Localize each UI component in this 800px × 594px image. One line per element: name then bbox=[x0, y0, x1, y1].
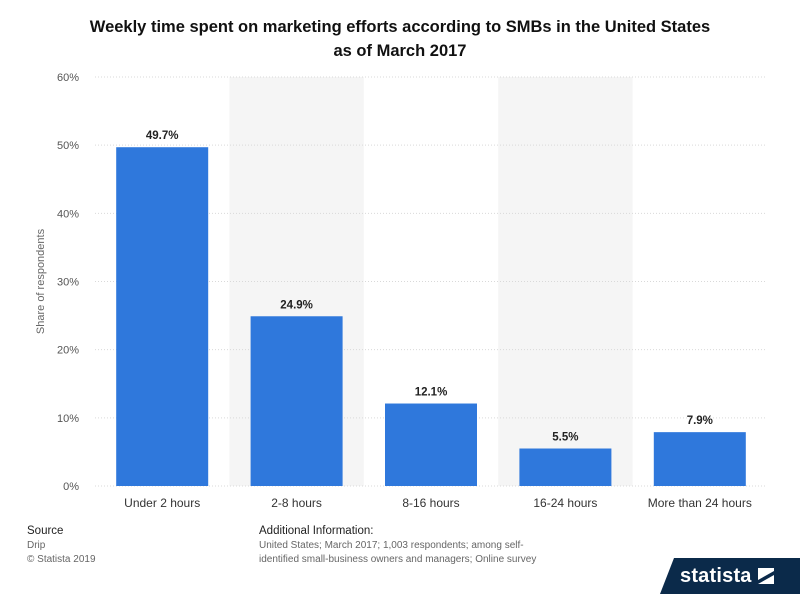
bar bbox=[654, 432, 746, 486]
x-tick-label: Under 2 hours bbox=[124, 496, 200, 510]
x-tick-label: More than 24 hours bbox=[648, 496, 752, 510]
bar-value-label: 12.1% bbox=[415, 387, 448, 399]
copyright-text: © Statista 2019 bbox=[27, 553, 96, 567]
brand-name: statista bbox=[680, 565, 752, 588]
y-tick-label: 50% bbox=[57, 140, 79, 152]
statista-logo-icon bbox=[758, 568, 774, 584]
y-tick-label: 30% bbox=[57, 277, 79, 289]
bar-value-label: 7.9% bbox=[687, 415, 713, 427]
bar bbox=[385, 404, 477, 486]
y-tick-label: 10% bbox=[57, 413, 79, 425]
source-name[interactable]: Drip bbox=[27, 539, 96, 553]
x-tick-label: 2-8 hours bbox=[271, 496, 322, 510]
additional-info-block: Additional Information: United States; M… bbox=[259, 524, 559, 567]
bar bbox=[116, 147, 208, 486]
bar bbox=[251, 316, 343, 486]
additional-info-heading: Additional Information: bbox=[259, 524, 559, 538]
x-tick-label: 16-24 hours bbox=[533, 496, 597, 510]
bar-chart: 0% 10% 20% 30% 40% 50% 60% Share of respondents… bbox=[0, 0, 800, 520]
y-tick-label: 0% bbox=[63, 481, 79, 493]
bar-value-label: 24.9% bbox=[280, 299, 313, 311]
y-tick-label: 20% bbox=[57, 345, 79, 357]
x-tick-label: 8-16 hours bbox=[402, 496, 459, 510]
bar bbox=[519, 449, 611, 486]
bar-value-label: 5.5% bbox=[552, 432, 578, 444]
bar-value-label: 49.7% bbox=[146, 130, 179, 142]
y-axis-label: Share of respondents bbox=[35, 228, 47, 334]
y-tick-label: 40% bbox=[57, 208, 79, 220]
statista-logo[interactable]: statista bbox=[660, 558, 800, 594]
source-heading: Source bbox=[27, 524, 96, 538]
additional-info-text: United States; March 2017; 1,003 respond… bbox=[259, 539, 559, 567]
source-block: Source Drip © Statista 2019 bbox=[27, 524, 96, 567]
y-tick-label: 60% bbox=[57, 72, 79, 84]
